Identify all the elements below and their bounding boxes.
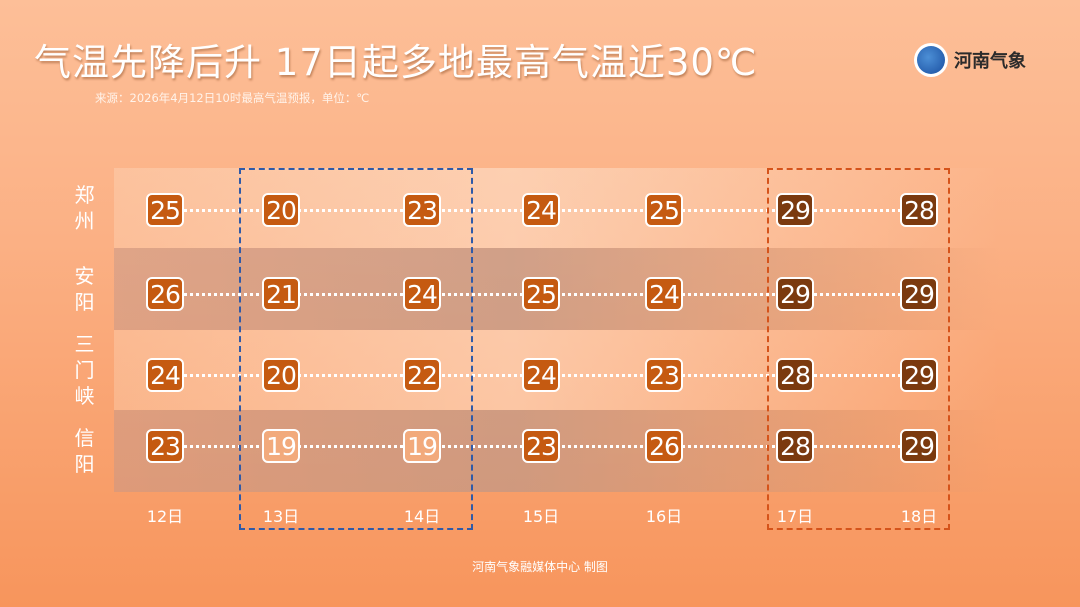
- source-note: 来源：2026年4月12日10时最高气温预报，单位：℃: [95, 91, 370, 105]
- warm-period-box: [767, 168, 950, 530]
- temperature-value: 24: [146, 358, 184, 392]
- date-label: 13日: [262, 507, 300, 526]
- temperature-value: 22: [403, 358, 441, 392]
- temperature-value: 29: [776, 193, 814, 227]
- temperature-value: 24: [522, 193, 560, 227]
- temperature-value: 28: [776, 429, 814, 463]
- logo-icon: [914, 43, 948, 77]
- temperature-value: 23: [645, 358, 683, 392]
- temperature-value: 25: [645, 193, 683, 227]
- temperature-value: 19: [403, 429, 441, 463]
- city-label: 信阳: [74, 426, 95, 476]
- temperature-value: 28: [900, 193, 938, 227]
- temperature-value: 25: [146, 193, 184, 227]
- temperature-value: 26: [146, 277, 184, 311]
- date-label: 17日: [776, 507, 814, 526]
- logo: 河南气象: [914, 43, 1026, 77]
- footer-credit: 河南气象融媒体中心 制图: [472, 560, 608, 574]
- temperature-value: 20: [262, 358, 300, 392]
- temperature-value: 29: [776, 277, 814, 311]
- temperature-value: 29: [900, 429, 938, 463]
- temperature-value: 23: [146, 429, 184, 463]
- temperature-value: 29: [900, 358, 938, 392]
- temperature-value: 21: [262, 277, 300, 311]
- city-label: 安阳: [74, 264, 95, 314]
- temperature-value: 19: [262, 429, 300, 463]
- date-label: 12日: [146, 507, 184, 526]
- temperature-value: 23: [522, 429, 560, 463]
- date-label: 18日: [900, 507, 938, 526]
- temperature-value: 29: [900, 277, 938, 311]
- temperature-value: 23: [403, 193, 441, 227]
- temperature-value: 24: [403, 277, 441, 311]
- date-label: 16日: [645, 507, 683, 526]
- temperature-value: 26: [645, 429, 683, 463]
- temperature-value: 24: [522, 358, 560, 392]
- temperature-value: 24: [645, 277, 683, 311]
- page-title: 气温先降后升 17日起多地最高气温近30℃: [34, 41, 758, 84]
- date-label: 15日: [522, 507, 560, 526]
- city-label: 三门峡: [74, 332, 95, 408]
- date-label: 14日: [403, 507, 441, 526]
- temperature-value: 28: [776, 358, 814, 392]
- temperature-value: 20: [262, 193, 300, 227]
- cool-period-box: [239, 168, 473, 530]
- logo-text: 河南气象: [954, 51, 1026, 72]
- city-label: 郑州: [74, 183, 95, 233]
- temperature-value: 25: [522, 277, 560, 311]
